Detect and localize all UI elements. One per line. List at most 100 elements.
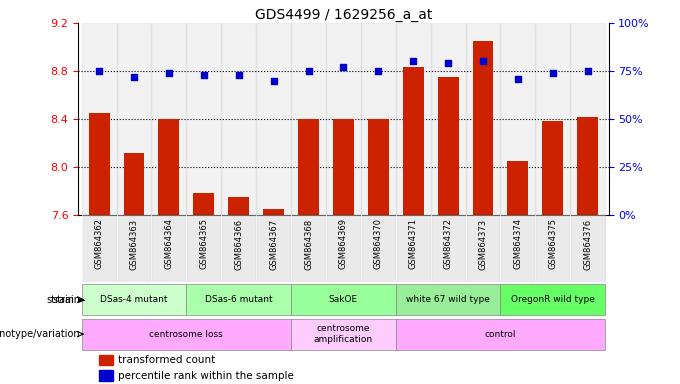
FancyBboxPatch shape	[396, 284, 500, 315]
Text: GSM864371: GSM864371	[409, 218, 418, 270]
Text: ►: ►	[75, 295, 86, 305]
Bar	[473, 41, 494, 215]
Text: GSM864368: GSM864368	[304, 218, 313, 270]
Bar	[368, 119, 389, 215]
Text: GSM864366: GSM864366	[234, 218, 243, 270]
FancyBboxPatch shape	[186, 284, 291, 315]
Bar	[152, 215, 186, 282]
Bar	[152, 23, 186, 215]
Text: GSM864363: GSM864363	[129, 218, 139, 270]
Point	[547, 70, 558, 76]
Text: GSM864365: GSM864365	[199, 218, 208, 270]
Text: strain: strain	[47, 295, 75, 305]
Text: GSM864367: GSM864367	[269, 218, 278, 270]
Point	[477, 58, 488, 65]
Bar	[326, 23, 361, 215]
Bar	[82, 23, 116, 215]
Bar	[333, 119, 354, 215]
Bar	[326, 215, 361, 282]
Bar	[298, 119, 319, 215]
Text: percentile rank within the sample: percentile rank within the sample	[118, 371, 294, 381]
Bar	[116, 215, 152, 282]
FancyBboxPatch shape	[396, 319, 605, 349]
Point	[582, 68, 593, 74]
Bar	[361, 215, 396, 282]
Bar	[571, 23, 605, 215]
Bar	[396, 23, 430, 215]
Text: strain: strain	[52, 295, 80, 305]
Text: genotype/variation: genotype/variation	[0, 329, 80, 339]
Point	[268, 78, 279, 84]
Bar	[186, 215, 221, 282]
Text: control: control	[485, 329, 516, 339]
Bar	[430, 23, 466, 215]
Text: DSas-6 mutant: DSas-6 mutant	[205, 295, 273, 304]
Bar	[193, 194, 214, 215]
Point	[443, 60, 454, 66]
Bar	[500, 215, 535, 282]
Point	[163, 70, 174, 76]
FancyBboxPatch shape	[82, 284, 186, 315]
Text: transformed count: transformed count	[118, 355, 216, 365]
Bar	[88, 113, 109, 215]
Text: GSM864364: GSM864364	[165, 218, 173, 270]
Bar	[186, 23, 221, 215]
Bar	[500, 23, 535, 215]
Bar	[263, 209, 284, 215]
Text: GSM864374: GSM864374	[513, 218, 522, 270]
FancyBboxPatch shape	[291, 319, 396, 349]
Bar	[221, 215, 256, 282]
Point	[199, 72, 209, 78]
Text: GSM864369: GSM864369	[339, 218, 348, 270]
Text: SakOE: SakOE	[329, 295, 358, 304]
Bar	[396, 215, 430, 282]
Bar	[291, 215, 326, 282]
Point	[233, 72, 244, 78]
Bar	[438, 77, 458, 215]
Text: GSM864372: GSM864372	[443, 218, 453, 270]
Text: GSM864376: GSM864376	[583, 218, 592, 270]
Point	[94, 68, 105, 74]
FancyBboxPatch shape	[500, 284, 605, 315]
Bar	[535, 215, 571, 282]
Text: white 67 wild type: white 67 wild type	[406, 295, 490, 304]
Bar	[535, 23, 571, 215]
Bar	[403, 68, 424, 215]
Text: GSM864375: GSM864375	[548, 218, 558, 270]
Bar	[256, 23, 291, 215]
Point	[129, 74, 139, 80]
Text: GSM864370: GSM864370	[374, 218, 383, 270]
Title: GDS4499 / 1629256_a_at: GDS4499 / 1629256_a_at	[255, 8, 432, 22]
Bar	[228, 197, 249, 215]
Bar	[99, 370, 113, 381]
Bar	[571, 215, 605, 282]
Bar	[577, 117, 598, 215]
Bar	[99, 355, 113, 365]
Bar	[466, 215, 500, 282]
Text: OregonR wild type: OregonR wild type	[511, 295, 595, 304]
Bar	[82, 215, 116, 282]
Text: centrosome loss: centrosome loss	[150, 329, 223, 339]
Point	[513, 76, 524, 82]
Text: GSM864362: GSM864362	[95, 218, 103, 270]
FancyBboxPatch shape	[82, 319, 291, 349]
Point	[373, 68, 384, 74]
Text: GSM864373: GSM864373	[479, 218, 488, 270]
Bar	[466, 23, 500, 215]
Point	[338, 64, 349, 70]
Point	[303, 68, 314, 74]
Bar	[507, 161, 528, 215]
Bar	[542, 121, 563, 215]
Text: DSas-4 mutant: DSas-4 mutant	[100, 295, 168, 304]
Point	[408, 58, 419, 65]
Bar	[430, 215, 466, 282]
Bar	[361, 23, 396, 215]
Bar	[124, 153, 144, 215]
Bar	[158, 119, 180, 215]
Bar	[221, 23, 256, 215]
Bar	[256, 215, 291, 282]
Bar	[291, 23, 326, 215]
Bar	[116, 23, 152, 215]
Text: centrosome
amplification: centrosome amplification	[314, 324, 373, 344]
FancyBboxPatch shape	[291, 284, 396, 315]
